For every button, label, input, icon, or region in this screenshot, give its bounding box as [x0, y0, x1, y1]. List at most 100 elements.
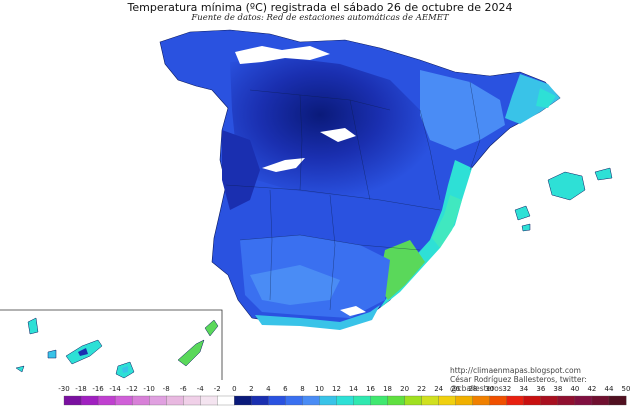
guadalquivir-zone — [250, 265, 340, 305]
scale-tick-label: -10 — [143, 385, 155, 393]
scale-tick-label: 26 — [451, 385, 461, 393]
ibiza — [514, 205, 531, 221]
scale-tick-label: -4 — [196, 385, 204, 393]
teide-cold — [78, 348, 88, 356]
levante-coast-zone — [380, 160, 472, 308]
scale-swatch — [523, 395, 542, 406]
scale-swatch — [217, 395, 235, 406]
scale-swatch — [387, 395, 406, 406]
mallorca — [547, 171, 586, 201]
el-hierro — [15, 365, 25, 373]
cantabrian-snow — [235, 46, 330, 64]
scale-swatch — [268, 395, 286, 406]
map-title: Temperatura mínima (ºC) registrada el sá… — [127, 1, 513, 14]
scale-tick-label: -12 — [126, 385, 138, 393]
scale-tick-label: 10 — [314, 385, 324, 393]
province-borders — [225, 81, 481, 311]
scale-tick-label: 14 — [349, 385, 358, 393]
scale-tick-label: 32 — [502, 385, 512, 393]
scale-swatch — [302, 395, 320, 406]
scale-swatch — [421, 395, 440, 406]
map-subtitle: Fuente de datos: Red de estaciones autom… — [191, 13, 449, 23]
scale-swatch — [404, 395, 423, 406]
color-scale-bar — [63, 395, 627, 406]
scale-tick-label: 44 — [604, 385, 614, 393]
scale-tick-label: 50 — [621, 385, 631, 393]
scale-tick-label: 24 — [434, 385, 444, 393]
scale-tick-label: -18 — [75, 385, 87, 393]
menorca — [594, 167, 613, 181]
extremadura-zone — [222, 130, 260, 210]
catalonia-coast-zone — [505, 74, 560, 124]
la-gomera — [47, 349, 57, 359]
scale-swatch — [472, 395, 491, 406]
scale-tick-label: 0 — [232, 385, 237, 393]
scale-swatch — [166, 395, 184, 406]
scale-tick-label: 12 — [332, 385, 341, 393]
scale-tick-label: -2 — [213, 385, 221, 393]
scale-tick-label: 38 — [553, 385, 563, 393]
scale-tick-label: 4 — [266, 385, 271, 393]
scale-tick-label: 36 — [536, 385, 546, 393]
canary-inset-frame — [0, 309, 223, 380]
scale-tick-label: -14 — [109, 385, 121, 393]
scale-tick-label: 18 — [383, 385, 393, 393]
scale-swatch — [336, 395, 354, 406]
canary-islands — [15, 317, 219, 379]
scale-tick-label: 20 — [400, 385, 410, 393]
scale-tick-label: 8 — [300, 385, 305, 393]
scale-swatch — [591, 395, 610, 406]
sierra-nevada-snow — [340, 306, 366, 316]
author-credit: César Rodríguez Ballesteros, twitter: @c… — [450, 375, 587, 393]
scale-swatch — [370, 395, 389, 406]
temperature-map — [0, 29, 613, 380]
scale-tick-label: 30 — [485, 385, 495, 393]
south-coast-zone — [255, 305, 380, 330]
levante-teal-zone — [432, 195, 462, 248]
blog-url: http://climaenmapas.blogspot.com — [450, 366, 581, 375]
scale-swatch — [489, 395, 508, 406]
scale-swatch — [455, 395, 474, 406]
scale-swatch — [251, 395, 269, 406]
scale-swatch — [200, 395, 218, 406]
scale-swatch — [353, 395, 371, 406]
fuerteventura — [177, 339, 205, 367]
scale-tick-label: 6 — [283, 385, 288, 393]
scale-swatch — [234, 395, 252, 406]
scale-swatch — [149, 395, 167, 406]
scale-swatch — [540, 395, 559, 406]
murcia-green-zone — [378, 240, 425, 300]
scale-swatch — [438, 395, 457, 406]
scale-swatch — [285, 395, 303, 406]
scale-tick-label: 28 — [468, 385, 478, 393]
scale-tick-label: 2 — [249, 385, 254, 393]
scale-tick-label: -30 — [58, 385, 70, 393]
scale-tick-label: -6 — [179, 385, 187, 393]
scale-swatch — [319, 395, 337, 406]
scale-tick-label: 34 — [519, 385, 529, 393]
central-system-snow — [262, 158, 305, 172]
scale-tick-label: -8 — [162, 385, 170, 393]
scale-swatch — [97, 395, 116, 406]
la-palma — [27, 317, 39, 335]
scale-tick-label: 22 — [417, 385, 427, 393]
scale-swatch — [608, 395, 627, 406]
scale-swatch — [63, 395, 82, 406]
scale-swatch — [506, 395, 525, 406]
scale-tick-label: 42 — [587, 385, 597, 393]
scale-tick-label: 16 — [366, 385, 375, 393]
scale-swatch — [574, 395, 593, 406]
scale-swatch — [557, 395, 576, 406]
scale-swatch — [183, 395, 201, 406]
formentera — [521, 223, 531, 232]
scale-swatch — [80, 395, 99, 406]
scale-swatch — [114, 395, 133, 406]
ebro-valley-zone — [420, 70, 505, 150]
scale-swatch — [131, 395, 150, 406]
lanzarote — [204, 319, 219, 337]
iberian-snow — [320, 128, 356, 142]
catalonia-cyan-zone — [536, 88, 556, 108]
scale-tick-label: 40 — [570, 385, 580, 393]
gran-canaria-center — [122, 366, 128, 373]
scale-tick-label: -16 — [92, 385, 104, 393]
